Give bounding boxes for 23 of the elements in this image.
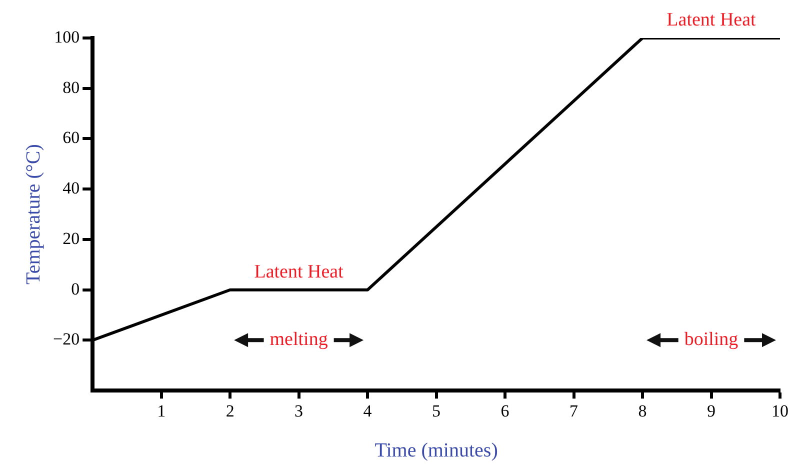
y-tick-label: −20 <box>52 330 80 349</box>
y-tick-label: 100 <box>54 27 80 46</box>
x-axis-title: Time (minutes) <box>374 439 498 462</box>
y-axis-title: Temperature (°C) <box>22 144 44 285</box>
annotation: melting <box>270 329 328 350</box>
x-tick-label: 2 <box>226 401 234 420</box>
x-tick-label: 3 <box>294 401 304 420</box>
annotation: Latent Heat <box>666 9 757 30</box>
x-tick-label: 9 <box>707 401 716 420</box>
y-tick-label: 20 <box>62 228 80 248</box>
y-tick-label: 80 <box>62 78 80 97</box>
y-tick-label: 40 <box>62 178 80 198</box>
x-tick-label: 8 <box>638 401 647 420</box>
y-tick-label: 60 <box>62 128 80 148</box>
x-tick-label: 1 <box>157 401 166 420</box>
annotation: Latent Heat <box>254 261 344 282</box>
x-tick-label: 10 <box>772 401 788 420</box>
x-tick-label: 6 <box>500 401 510 420</box>
y-tick-label: 0 <box>71 279 80 298</box>
annotation: boiling <box>684 329 739 350</box>
x-tick-label: 4 <box>363 401 372 420</box>
x-tick-label: 7 <box>570 401 579 420</box>
x-tick-label: 5 <box>432 401 441 420</box>
